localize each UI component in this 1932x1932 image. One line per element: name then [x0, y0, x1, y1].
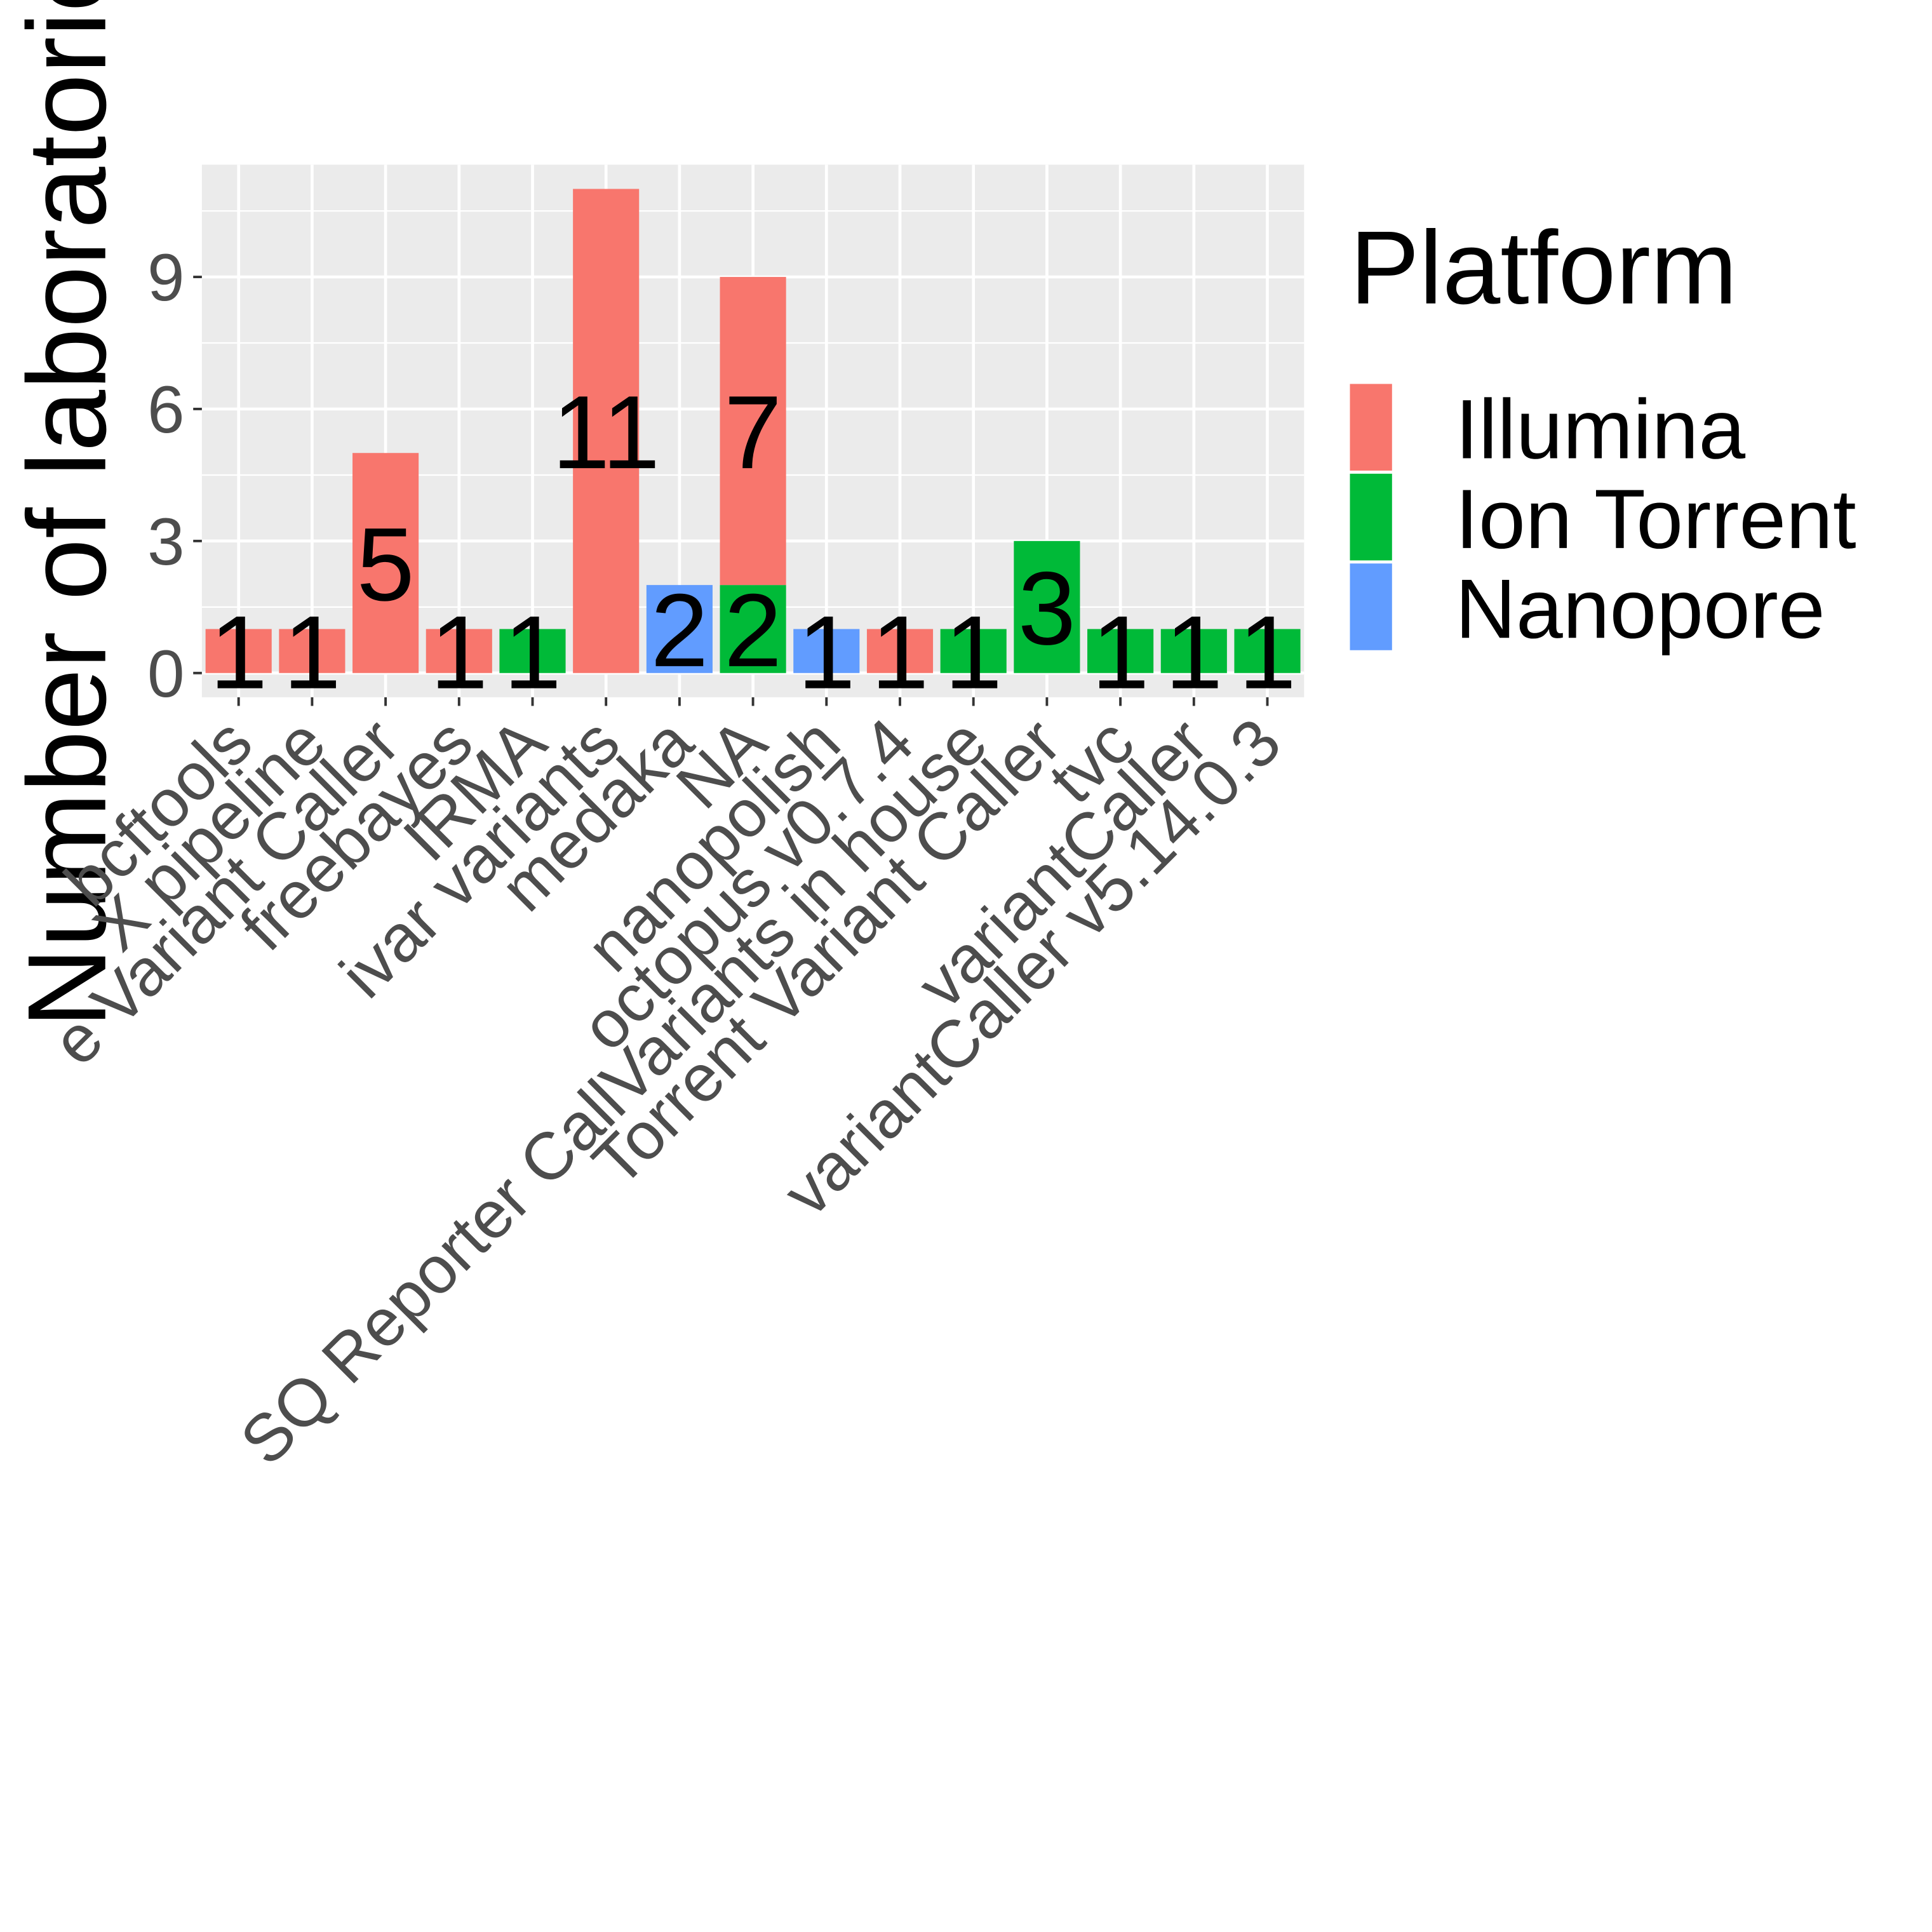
data-label: 7 — [724, 374, 782, 490]
bar-segment — [720, 585, 786, 673]
bar-segment — [720, 277, 786, 586]
bar-segment — [1234, 629, 1301, 673]
bar-segment — [573, 189, 640, 673]
data-label: 1 — [1092, 594, 1150, 711]
data-label: 11 — [552, 374, 660, 490]
data-label: 1 — [210, 594, 267, 711]
data-label: 5 — [357, 506, 415, 622]
data-label: 1 — [871, 594, 929, 711]
bar-segment — [1087, 629, 1154, 673]
data-label: 2 — [724, 572, 782, 688]
data-label: 2 — [650, 572, 708, 688]
y-tick-label: 9 — [147, 241, 185, 315]
legend-label: Nanopore — [1455, 562, 1825, 656]
legend-label: Ion Torrent — [1455, 473, 1856, 567]
legend-key — [1350, 384, 1392, 471]
legend-key — [1350, 563, 1392, 650]
y-axis-title: Number of laboratories — [5, 0, 130, 1028]
y-tick-label: 3 — [147, 505, 185, 579]
bar-segment — [646, 585, 713, 673]
bar-segment — [1160, 629, 1227, 673]
bar-segment — [1014, 540, 1080, 673]
bar-segment — [279, 629, 345, 673]
bar-segment — [426, 629, 492, 673]
legend-title: Platform — [1350, 210, 1737, 326]
bar-segment — [866, 629, 934, 673]
data-label: 1 — [1238, 594, 1296, 711]
bar-segment — [940, 629, 1007, 673]
bar-segment — [499, 629, 566, 673]
data-label: 1 — [283, 594, 341, 711]
data-label: 1 — [504, 594, 561, 711]
bar-segment — [205, 629, 272, 673]
data-label: 1 — [944, 594, 1002, 711]
y-tick-label: 0 — [147, 637, 185, 711]
legend-label: Illumina — [1455, 382, 1745, 476]
legend-key — [1350, 473, 1392, 561]
data-label: 3 — [1018, 550, 1076, 666]
bar-segment — [352, 453, 419, 673]
data-label: 1 — [1165, 594, 1223, 711]
data-label: 1 — [430, 594, 488, 711]
bar-segment — [793, 629, 860, 673]
data-label: 1 — [798, 594, 855, 711]
y-tick-label: 6 — [147, 373, 185, 447]
